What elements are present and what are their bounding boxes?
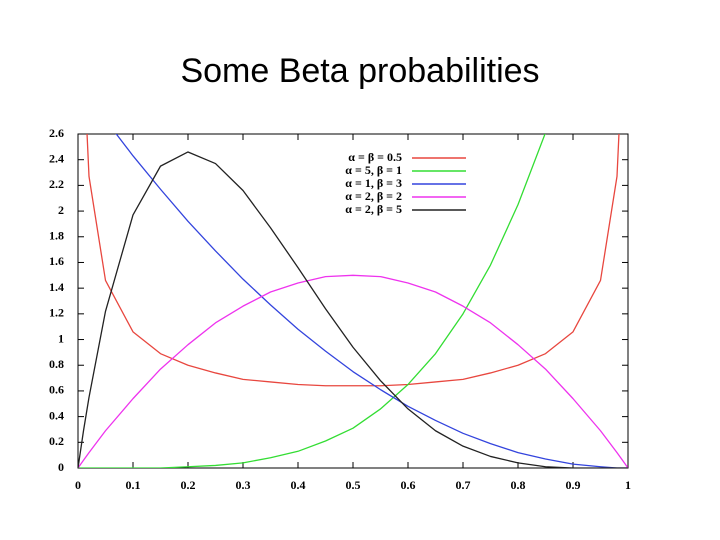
y-tick-label: 0.2 — [49, 434, 64, 448]
y-tick-label: 2.6 — [49, 126, 64, 140]
y-tick-label: 1.8 — [49, 229, 64, 243]
x-tick-label: 0.7 — [456, 478, 471, 492]
y-tick-label: 1 — [58, 331, 64, 345]
plot-lines — [78, 134, 628, 468]
series-line — [78, 151, 628, 468]
y-tick-label: 1.2 — [49, 306, 64, 320]
y-tick-label: 2.4 — [49, 151, 64, 165]
series-line — [115, 134, 628, 468]
y-tick-label: 1.4 — [49, 280, 64, 294]
y-tick-label: 0.8 — [49, 357, 64, 371]
x-tick-label: 0.9 — [566, 478, 581, 492]
legend-label: α = 2, β = 2 — [345, 189, 402, 203]
y-tick-label: 0.6 — [49, 383, 64, 397]
x-tick-label: 0.1 — [126, 478, 141, 492]
x-tick-label: 0.8 — [511, 478, 526, 492]
legend-label: α = 1, β = 3 — [345, 176, 402, 190]
x-tick-label: 0.5 — [346, 478, 361, 492]
x-tick-label: 0.4 — [291, 478, 306, 492]
legend-label: α = 2, β = 5 — [345, 202, 402, 216]
y-tick-label: 0 — [58, 460, 64, 474]
legend-label: α = 5, β = 1 — [345, 163, 402, 177]
y-tick-label: 2.2 — [49, 177, 64, 191]
y-tick-label: 0.4 — [49, 408, 64, 422]
chart-title: Some Beta probabilities — [180, 52, 539, 90]
x-tick-label: 1 — [625, 478, 631, 492]
x-tick-label: 0.6 — [401, 478, 416, 492]
x-tick-label: 0.3 — [236, 478, 251, 492]
y-tick-label: 1.6 — [49, 254, 64, 268]
y-tick-label: 2 — [58, 203, 64, 217]
x-tick-label: 0.2 — [181, 478, 196, 492]
series-line — [78, 274, 628, 468]
series-line — [86, 134, 620, 387]
x-tick-label: 0 — [75, 478, 81, 492]
series-line — [78, 134, 546, 468]
legend-label: α = β = 0.5 — [348, 150, 402, 164]
